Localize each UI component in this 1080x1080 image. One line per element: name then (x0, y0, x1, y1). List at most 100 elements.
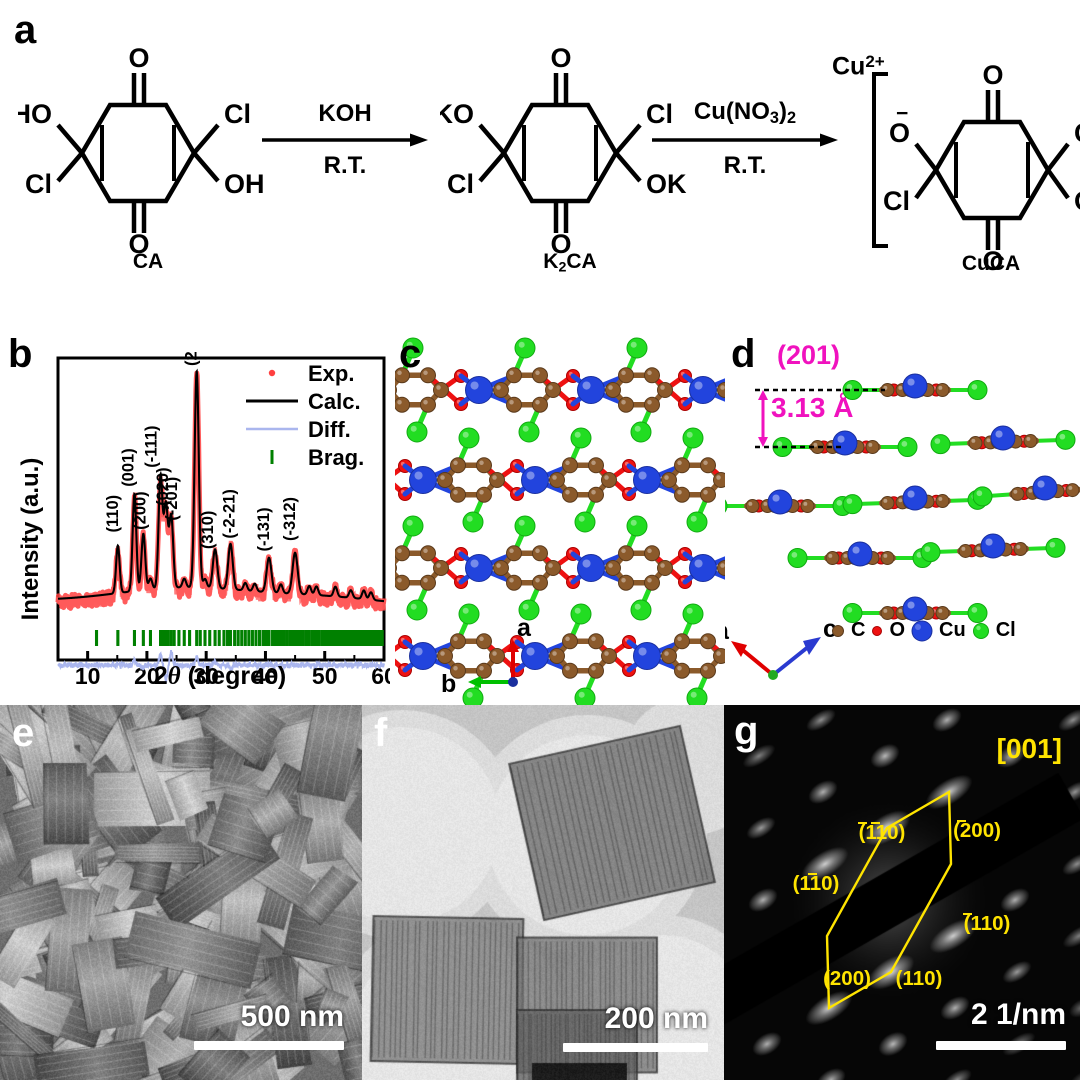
atom-legend-label-cu: Cu (939, 618, 966, 641)
atom-icon-o (872, 626, 883, 636)
svg-text:30: 30 (193, 663, 219, 689)
svg-text:O: O (128, 45, 149, 73)
svg-text:(-131): (-131) (255, 507, 273, 551)
panel-c-label: c (399, 332, 422, 376)
scalebar-label-e: 500 nm (240, 1000, 344, 1033)
compound-name-k2ca: K2CA (543, 250, 597, 276)
svg-text:c: c (823, 615, 837, 643)
panel-a-synthesis-scheme: a O O HO Cl Cl OH CA (0, 0, 1080, 330)
y-axis-label: Intensity (a.u.) (17, 457, 44, 621)
panel-g-saed-pattern: g [001] (110) (200) (110) (110) (200) (110) 2… (724, 705, 1080, 1080)
plane-index-label: (201) (777, 340, 841, 370)
atom-legend-label-c: C (851, 618, 866, 641)
svg-text:Cl: Cl (224, 99, 251, 129)
svg-text:(-111): (-111) (143, 425, 161, 467)
svg-text:(201): (201) (183, 352, 201, 366)
panel-b-xrd-refinement: b Intensity (a.u.) 102030405060(110)(001… (0, 330, 395, 705)
molecule-ca: O O HO Cl Cl OH (18, 45, 265, 255)
svg-text:(-2-21): (-2-21) (220, 489, 238, 539)
x-axis-label: 2θ (degree) (153, 662, 287, 690)
svg-text:HO: HO (18, 99, 52, 129)
svg-text:−: − (896, 102, 908, 125)
svg-text:O: O (128, 229, 149, 255)
saed-index-labels: (110) (200) (110) (110) (200) (110) (793, 789, 1011, 1011)
panel-d-crystal-structure-ac: d (201) 3.13 Å ac C O Cu Cl (725, 330, 1080, 705)
atom-legend-label-o: O (889, 618, 906, 641)
svg-text:OH: OH (224, 169, 265, 199)
svg-text:Cl: Cl (1074, 118, 1080, 148)
arrow-1-condition: R.T. (323, 152, 367, 179)
panel-e-label: e (12, 711, 35, 755)
svg-text:a: a (517, 614, 532, 642)
reaction-arrow-2: Cu(NO3)2 R.T. (640, 98, 850, 180)
svg-text:(-201): (-201) (163, 477, 181, 521)
panel-b-label: b (8, 332, 33, 376)
svg-text:OK: OK (646, 169, 687, 199)
compound-name-cuca: CuCA (961, 252, 1021, 275)
molecule-cuca: O O − O Cl Cl O − (872, 60, 1080, 275)
svg-text:O: O (550, 229, 571, 255)
arrow-2-condition: R.T. (723, 152, 767, 180)
scalebar-label-g: 2 1/nm (970, 998, 1066, 1031)
atom-icon-cu (911, 620, 933, 642)
svg-text:(020): (020) (154, 467, 172, 506)
svg-text:(110): (110) (104, 495, 122, 533)
svg-text:b: b (441, 670, 456, 698)
panel-g-label: g (734, 709, 759, 753)
panel-a-label: a (14, 8, 37, 52)
molecule-k2ca: O O KO Cl Cl OK (440, 45, 687, 255)
atom-legend: C O Cu Cl (830, 618, 1016, 642)
svg-text:a: a (725, 617, 730, 645)
svg-text:(001): (001) (119, 448, 137, 487)
svg-text:(310): (310) (199, 511, 217, 550)
svg-text:O: O (982, 60, 1003, 90)
panel-e-sem-image: e 500 nm (0, 705, 362, 1080)
svg-text:O: O (1074, 186, 1080, 216)
arrow-1-reagent: KOH (318, 100, 372, 127)
scalebar-e (194, 1041, 344, 1050)
svg-text:(110): (110) (896, 967, 943, 990)
reaction-arrow-1: KOH R.T. (255, 100, 435, 180)
scalebar-label-f: 200 nm (604, 1002, 708, 1035)
svg-text:(-312): (-312) (281, 497, 299, 541)
arrow-2-reagent: Cu(NO3)2 (693, 98, 797, 128)
svg-text:Cl: Cl (646, 99, 673, 129)
panel-f-tem-image: f 200 nm (362, 705, 724, 1080)
svg-text:Brag.: Brag. (308, 445, 364, 470)
atom-icon-c (832, 625, 844, 637)
sem-micrograph (0, 705, 362, 1080)
scalebar-f (563, 1043, 708, 1052)
atom-icon-cl (972, 623, 989, 639)
svg-text:(200): (200) (953, 819, 1001, 842)
svg-text:Calc.: Calc. (308, 389, 361, 414)
saed-diffraction (724, 705, 1080, 1080)
svg-text:Cl: Cl (447, 169, 474, 199)
svg-text:(110): (110) (964, 912, 1011, 935)
svg-text:O: O (982, 246, 1003, 275)
svg-text:(110): (110) (859, 821, 906, 844)
svg-text:Exp.: Exp. (308, 361, 354, 386)
arrow-1-glyph (262, 133, 428, 147)
structure-d-render: ac (725, 373, 1080, 680)
panel-d-label: d (731, 332, 756, 376)
scalebar-g (936, 1041, 1066, 1050)
svg-text:60: 60 (371, 663, 390, 689)
svg-text:Cl: Cl (25, 169, 52, 199)
atom-legend-label-cl: Cl (995, 618, 1016, 641)
xrd-plot: 102030405060(110)(001)(200)(-111)(020)(-… (55, 352, 390, 689)
svg-text:O: O (550, 45, 571, 73)
interlayer-spacing-label: 3.13 Å (771, 392, 854, 423)
compound-name-ca: CA (132, 250, 164, 273)
svg-text:KO: KO (440, 99, 474, 129)
svg-text:Diff.: Diff. (308, 417, 351, 442)
panel-f-label: f (374, 711, 388, 755)
svg-text:(200): (200) (823, 967, 871, 990)
svg-text:Cl: Cl (883, 186, 910, 216)
tem-micrograph (362, 705, 724, 1080)
zone-axis-label: [001] (996, 733, 1062, 764)
arrow-2-glyph (652, 133, 838, 147)
structure-c-render: ab (395, 337, 725, 705)
counter-ion-cu: Cu2+ (832, 52, 885, 81)
svg-text:O: O (889, 118, 910, 148)
